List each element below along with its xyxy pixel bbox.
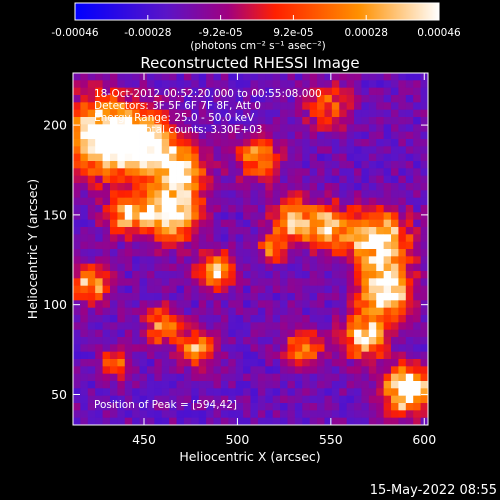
colorbar-tick-label: -9.2e-05	[199, 27, 243, 39]
x-tick-label: 450	[132, 432, 156, 447]
heatmap-image	[73, 73, 428, 425]
annotation-detectors: Detectors: 3F 5F 6F 7F 8F, Att 0	[94, 100, 261, 112]
annotation-time-range: 18-Oct-2012 00:52:20.000 to 00:55:08.000	[94, 88, 322, 100]
colorbar-tick-label: 0.00028	[344, 27, 387, 39]
colorbar-tick-labels: -0.00046 -0.00028 -9.2e-05 9.2e-05 0.00028 0.…	[51, 27, 461, 39]
y-tick-label: 200	[43, 118, 67, 133]
y-tick-label: 50	[51, 387, 67, 402]
colorbar	[74, 2, 440, 21]
y-tick-label: 100	[43, 297, 67, 312]
x-tick-label: 600	[412, 432, 436, 447]
plot-frame	[72, 72, 429, 426]
colorbar-unit-label: (photons cm⁻² s⁻¹ asec⁻²)	[190, 40, 325, 52]
y-axis-label: Heliocentric Y (arcsec)	[25, 179, 40, 319]
colorbar-tick-label: 0.00046	[417, 27, 461, 39]
colorbar-tick-label: -0.00028	[124, 27, 171, 39]
axis-ticks	[73, 73, 428, 425]
colorbar-tick-label: -0.00046	[51, 27, 99, 39]
x-axis-label: Heliocentric X (arcsec)	[179, 449, 320, 464]
colorbar-ticks	[74, 15, 440, 20]
x-tick-label: 500	[225, 432, 249, 447]
x-tick-label: 550	[319, 432, 343, 447]
chart-title: Reconstructed RHESSI Image	[140, 54, 359, 72]
annotation-energy-range: Energy Range: 25.0 - 50.0 keV	[94, 112, 255, 124]
colorbar-tick-label: 9.2e-05	[273, 27, 313, 39]
axis-tick-labels: 450 500 550 600 50 100 150 200	[43, 118, 436, 447]
peak-position-label: Position of Peak = [594,42]	[94, 399, 237, 411]
annotation-clean-counts: Clean Total counts: 3.30E+03	[94, 124, 263, 136]
y-tick-label: 150	[43, 207, 67, 222]
footer-timestamp: 15-May-2022 08:55	[370, 483, 497, 498]
